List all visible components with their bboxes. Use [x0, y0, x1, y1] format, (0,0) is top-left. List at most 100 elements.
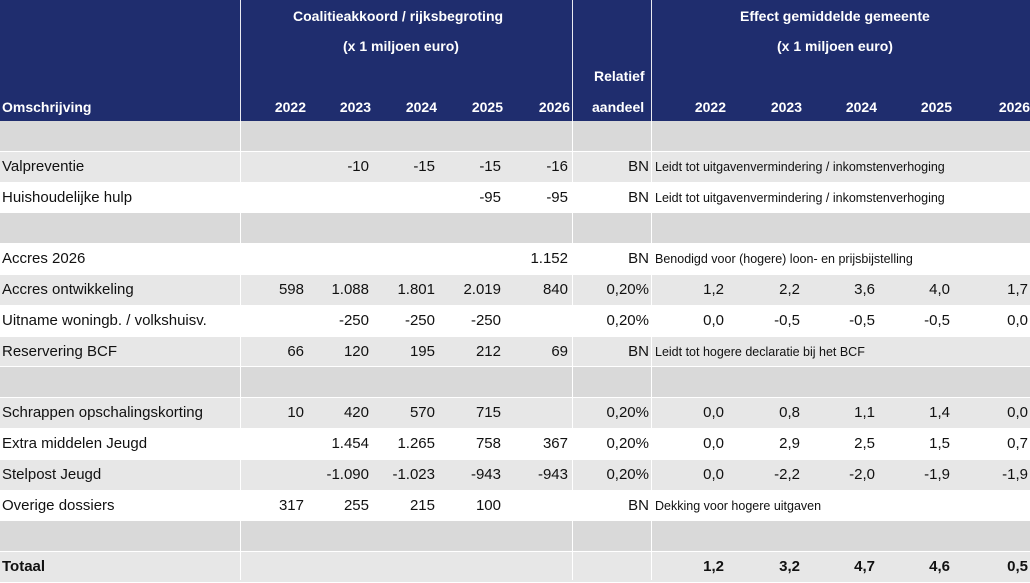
effect-value: 0,0	[703, 311, 724, 329]
effect-value: 1,2	[703, 280, 724, 298]
relative-share: 0,20%	[606, 404, 649, 422]
table-row: Accres 2026 1.152 BN Benodigd voor (hogere)…	[0, 244, 1030, 275]
spacer-row	[0, 121, 1030, 152]
header-year-left: 2025	[471, 99, 503, 115]
effect-value: 0,0	[1007, 311, 1028, 329]
effect-value: -1,9	[924, 465, 950, 483]
budget-value: 1.152	[530, 250, 568, 268]
budget-value: 212	[475, 342, 501, 360]
relative-share: 0,20%	[606, 280, 649, 298]
effect-value: 0,0	[1007, 404, 1028, 422]
budget-value: -15	[413, 157, 435, 175]
budget-value: 10	[287, 404, 304, 422]
table-row: Accres ontwikkeling 598 1.088 1.801 2.019 840…	[0, 274, 1030, 306]
row-note: Leidt tot hogere declaratie bij het BCF	[655, 344, 865, 359]
table-row: Extra middelen Jeugd 1.454 1.265 758 367 0,20…	[0, 428, 1030, 460]
budget-value: 1.265	[397, 434, 435, 452]
header-year-right: 2022	[694, 99, 726, 115]
budget-value: 195	[409, 342, 435, 360]
budget-value: 120	[343, 342, 369, 360]
effect-value: 2,9	[779, 434, 800, 452]
group1-unit: (x 1 miljoen euro)	[343, 38, 459, 54]
header-year-right: 2023	[770, 99, 802, 115]
table-row: Valpreventie -10 -15 -15 -16 BN Leidt tot uitg…	[0, 151, 1030, 183]
effect-value: 4,6	[929, 558, 950, 576]
budget-value: 1.454	[331, 434, 369, 452]
relative-share: BN	[628, 188, 649, 206]
header-year-right: 2026	[998, 99, 1030, 115]
table-row: Stelpost Jeugd -1.090 -1.023 -943 -943 0,20% 0…	[0, 459, 1030, 491]
row-description: Accres ontwikkeling	[2, 280, 134, 298]
budget-value: 758	[475, 434, 501, 452]
budget-value: 2.019	[463, 280, 501, 298]
relative-share: BN	[628, 157, 649, 175]
budget-value: 317	[278, 496, 304, 514]
budget-value: -95	[546, 188, 568, 206]
effect-value: 1,1	[854, 404, 875, 422]
relative-share: 0,20%	[606, 434, 649, 452]
budget-value: -15	[479, 157, 501, 175]
row-note: Dekking voor hogere uitgaven	[655, 498, 822, 513]
rel-label-2: aandeel	[592, 99, 645, 115]
budget-value: -250	[404, 311, 435, 329]
group2-title: Effect gemiddelde gemeente	[740, 8, 930, 24]
header-year-left: 2022	[274, 99, 306, 115]
table-row: Reservering BCF 66 120 195 212 69 BN Leidt tot …	[0, 336, 1030, 368]
table-body: Valpreventie -10 -15 -15 -16 BN Leidt tot uitg…	[0, 121, 1030, 583]
budget-value: 570	[409, 404, 435, 422]
table-row: Overige dossiers 317 255 215 100 BN Dekking vo…	[0, 490, 1030, 522]
row-description: Valpreventie	[2, 157, 85, 175]
budget-value: 840	[542, 280, 568, 298]
budget-value: 420	[343, 404, 369, 422]
rel-label-1: Relatief	[594, 68, 645, 84]
effect-value: 0,0	[703, 404, 724, 422]
row-note: Benodigd voor (hogere) loon- en prijsbij…	[655, 252, 913, 267]
relative-share: 0,20%	[606, 311, 649, 329]
row-description: Accres 2026	[2, 250, 86, 268]
row-description: Uitname woningb. / volkshuisv.	[2, 311, 207, 329]
budget-value: 215	[409, 496, 435, 514]
header-year-left: 2026	[538, 99, 570, 115]
effect-value: 1,2	[703, 558, 724, 576]
budget-value: 66	[287, 342, 304, 360]
budget-value: 715	[475, 404, 501, 422]
total-row: Totaal 1,2 3,2 4,7 4,6 0,5	[0, 552, 1030, 583]
budget-value: 1.801	[397, 280, 435, 298]
effect-value: -1,9	[1002, 465, 1028, 483]
spacer-row	[0, 521, 1030, 553]
row-note: Leidt tot uitgavenvermindering / inkomst…	[655, 159, 945, 174]
effect-value: -0,5	[774, 311, 800, 329]
effect-value: 0,0	[703, 434, 724, 452]
group1-title: Coalitieakkoord / rijksbegroting	[293, 8, 504, 24]
budget-value: 255	[343, 496, 369, 514]
row-description: Reservering BCF	[2, 342, 118, 360]
budget-value: -1.090	[326, 465, 369, 483]
budget-value: -16	[546, 157, 568, 175]
budget-value: -943	[537, 465, 568, 483]
col-omschrijving: Omschrijving	[2, 99, 92, 115]
budget-value: 598	[278, 280, 304, 298]
effect-value: -0,5	[924, 311, 950, 329]
budget-value: -943	[470, 465, 501, 483]
effect-value: -2,0	[849, 465, 875, 483]
relative-share: BN	[628, 250, 649, 268]
row-description: Extra middelen Jeugd	[2, 434, 148, 452]
effect-value: 0,5	[1007, 558, 1028, 576]
header-year-left: 2024	[405, 99, 437, 115]
effect-value: 1,7	[1007, 280, 1028, 298]
spacer-row	[0, 367, 1030, 399]
header-year-left: 2023	[339, 99, 371, 115]
budget-value: -95	[479, 188, 501, 206]
row-description: Schrappen opschalingskorting	[2, 404, 203, 422]
budget-value: 367	[542, 434, 568, 452]
effect-value: -2,2	[774, 465, 800, 483]
table-row: Uitname woningb. / volkshuisv. -250 -250 -2…	[0, 305, 1030, 337]
header-year-right: 2025	[920, 99, 952, 115]
group2-unit: (x 1 miljoen euro)	[777, 38, 893, 54]
relative-share: BN	[628, 342, 649, 360]
effect-value: 0,7	[1007, 434, 1028, 452]
effect-value: 4,0	[929, 280, 950, 298]
effect-value: 0,0	[703, 465, 724, 483]
effect-value: 1,5	[929, 434, 950, 452]
